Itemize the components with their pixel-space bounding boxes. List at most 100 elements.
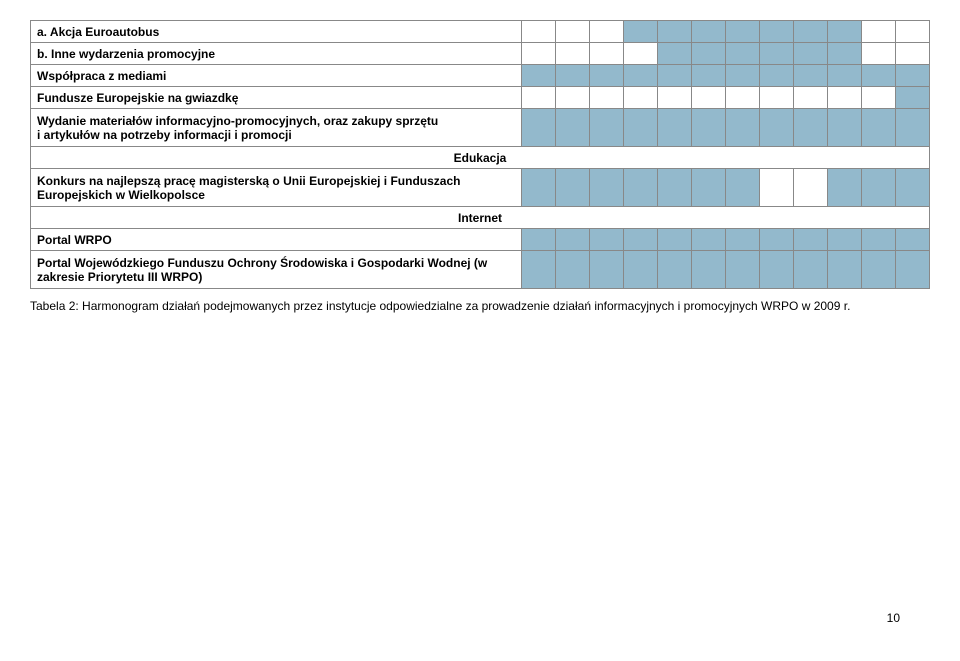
- gantt-cell: [861, 109, 895, 147]
- gantt-cell: [759, 21, 793, 43]
- gantt-cell: [623, 87, 657, 109]
- gantt-cell: [793, 43, 827, 65]
- table-row: Portal Wojewódzkiego Funduszu Ochrony Śr…: [31, 251, 930, 289]
- table-row: Konkurs na najlepszą pracę magisterską o…: [31, 169, 930, 207]
- gantt-cell: [895, 65, 929, 87]
- gantt-cell: [861, 251, 895, 289]
- gantt-cell: [521, 229, 555, 251]
- gantt-cell: [623, 65, 657, 87]
- gantt-cell: [555, 109, 589, 147]
- gantt-cell: [691, 65, 725, 87]
- table-caption: Tabela 2: Harmonogram działań podejmowan…: [30, 299, 930, 313]
- gantt-cell: [759, 251, 793, 289]
- gantt-cell: [555, 229, 589, 251]
- gantt-cell: [691, 43, 725, 65]
- gantt-cell: [759, 169, 793, 207]
- row-label: Portal WRPO: [31, 229, 522, 251]
- gantt-cell: [827, 43, 861, 65]
- gantt-cell: [521, 251, 555, 289]
- row-label: Internet: [31, 207, 930, 229]
- row-label: Fundusze Europejskie na gwiazdkę: [31, 87, 522, 109]
- gantt-cell: [555, 43, 589, 65]
- gantt-cell: [793, 251, 827, 289]
- gantt-cell: [691, 251, 725, 289]
- gantt-cell: [759, 43, 793, 65]
- row-label: Portal Wojewódzkiego Funduszu Ochrony Śr…: [31, 251, 522, 289]
- gantt-cell: [521, 43, 555, 65]
- gantt-cell: [725, 251, 759, 289]
- gantt-cell: [657, 21, 691, 43]
- gantt-cell: [725, 21, 759, 43]
- gantt-cell: [623, 109, 657, 147]
- gantt-cell: [793, 229, 827, 251]
- table-row: Portal WRPO: [31, 229, 930, 251]
- gantt-cell: [725, 169, 759, 207]
- gantt-cell: [725, 229, 759, 251]
- gantt-cell: [657, 229, 691, 251]
- gantt-cell: [827, 21, 861, 43]
- gantt-cell: [725, 43, 759, 65]
- gantt-cell: [827, 229, 861, 251]
- table-row: Edukacja: [31, 147, 930, 169]
- gantt-cell: [657, 109, 691, 147]
- gantt-cell: [589, 229, 623, 251]
- gantt-cell: [691, 229, 725, 251]
- row-label: Wydanie materiałów informacyjno-promocyj…: [31, 109, 522, 147]
- gantt-cell: [895, 109, 929, 147]
- table-row: Internet: [31, 207, 930, 229]
- gantt-cell: [759, 65, 793, 87]
- gantt-cell: [657, 87, 691, 109]
- gantt-cell: [589, 65, 623, 87]
- gantt-cell: [623, 169, 657, 207]
- gantt-cell: [691, 109, 725, 147]
- gantt-cell: [623, 43, 657, 65]
- gantt-cell: [861, 43, 895, 65]
- gantt-cell: [827, 169, 861, 207]
- gantt-cell: [759, 229, 793, 251]
- gantt-cell: [861, 169, 895, 207]
- gantt-cell: [691, 87, 725, 109]
- gantt-cell: [759, 87, 793, 109]
- row-label: Edukacja: [31, 147, 930, 169]
- gantt-cell: [589, 251, 623, 289]
- gantt-cell: [657, 169, 691, 207]
- gantt-cell: [555, 251, 589, 289]
- gantt-cell: [589, 109, 623, 147]
- gantt-cell: [555, 87, 589, 109]
- gantt-cell: [827, 65, 861, 87]
- gantt-cell: [521, 109, 555, 147]
- gantt-cell: [725, 65, 759, 87]
- gantt-cell: [623, 229, 657, 251]
- row-label: Współpraca z mediami: [31, 65, 522, 87]
- gantt-cell: [521, 169, 555, 207]
- table-row: a. Akcja Euroautobus: [31, 21, 930, 43]
- gantt-cell: [589, 87, 623, 109]
- gantt-cell: [861, 21, 895, 43]
- gantt-cell: [623, 251, 657, 289]
- gantt-cell: [793, 21, 827, 43]
- gantt-cell: [827, 251, 861, 289]
- gantt-cell: [861, 87, 895, 109]
- gantt-cell: [895, 21, 929, 43]
- table-row: Fundusze Europejskie na gwiazdkę: [31, 87, 930, 109]
- gantt-cell: [555, 169, 589, 207]
- row-label: Konkurs na najlepszą pracę magisterską o…: [31, 169, 522, 207]
- row-label: b. Inne wydarzenia promocyjne: [31, 43, 522, 65]
- gantt-cell: [895, 251, 929, 289]
- gantt-cell: [895, 43, 929, 65]
- gantt-cell: [555, 21, 589, 43]
- page-number: 10: [887, 611, 900, 625]
- gantt-cell: [691, 169, 725, 207]
- table-row: b. Inne wydarzenia promocyjne: [31, 43, 930, 65]
- gantt-cell: [657, 251, 691, 289]
- row-label: a. Akcja Euroautobus: [31, 21, 522, 43]
- gantt-cell: [725, 109, 759, 147]
- gantt-cell: [589, 169, 623, 207]
- gantt-cell: [657, 43, 691, 65]
- gantt-cell: [827, 109, 861, 147]
- gantt-cell: [691, 21, 725, 43]
- gantt-cell: [827, 87, 861, 109]
- gantt-cell: [521, 65, 555, 87]
- gantt-cell: [759, 109, 793, 147]
- gantt-cell: [861, 65, 895, 87]
